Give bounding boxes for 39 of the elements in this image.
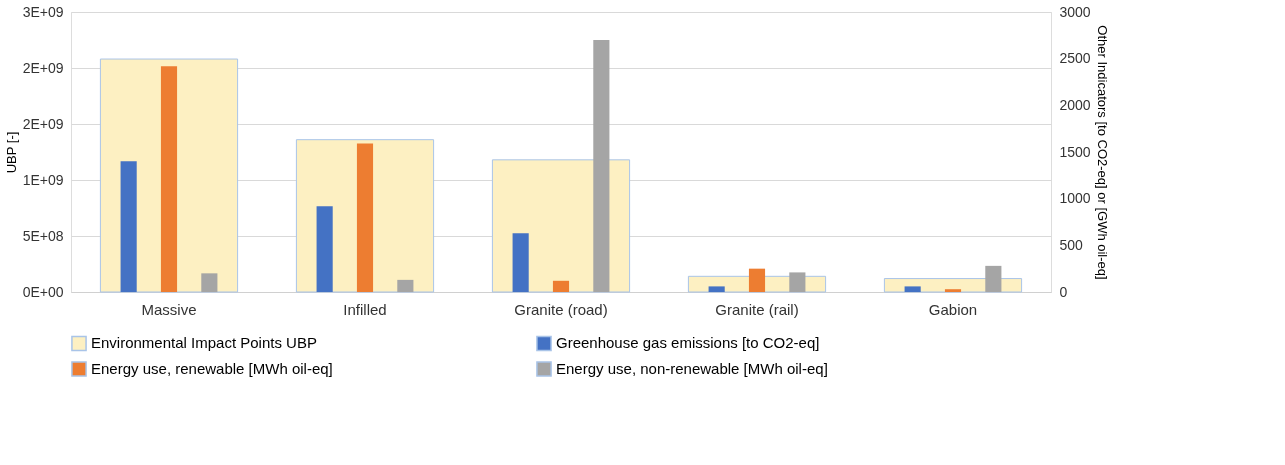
y-tick-label: 0E+00 [22,283,64,300]
y-tick-label: 2E+09 [22,59,64,76]
bar [985,265,1002,292]
bar [397,279,414,292]
bar [593,40,610,292]
legend-label: Energy use, renewable [MWh oil-eq] [91,360,333,377]
y2-tick-label: 2000 [1059,96,1091,113]
y2-tick-label: 3000 [1059,3,1091,20]
y2-tick-label: 500 [1059,236,1084,253]
x-tick-label: Granite (rail) [715,300,799,318]
y2-axis-title: Other Indicators [to CO2-eq] or [GWh oil-eq] [1094,25,1110,280]
bar [944,289,962,292]
x-tick-label: Granite (road) [514,300,608,318]
y-tick-label: 3E+09 [22,3,64,20]
x-tick-label: Gabion [928,300,978,318]
bar [789,272,806,292]
y-tick-label: 1E+09 [22,171,64,188]
x-tick-label: Massive [141,300,197,318]
legend-label: Environmental Impact Points UBP [91,334,317,352]
x-tick-label: Infilled [343,300,387,318]
bar [748,268,766,292]
y2-tick-label: 2500 [1059,50,1091,67]
y2-tick-label: 0 [1059,283,1068,300]
legend-label: Greenhouse gas emissions [to CO2-eq] [556,334,820,352]
bar [201,273,218,292]
y2-tick-label: 1000 [1059,190,1091,207]
y-tick-label: 5E+08 [22,227,64,244]
bar [552,280,570,292]
bar [316,206,333,292]
y-tick-label: 2E+09 [22,115,64,132]
bar [512,233,529,292]
bar [356,143,374,292]
y-axis-title: UBP [-] [3,131,19,174]
bar [160,66,178,292]
bar [120,161,137,292]
bar [904,286,921,292]
y2-tick-label: 1500 [1059,143,1091,160]
legend-label: Energy use, non-renewable [MWh oil-eq] [556,360,828,377]
bar [708,286,725,292]
